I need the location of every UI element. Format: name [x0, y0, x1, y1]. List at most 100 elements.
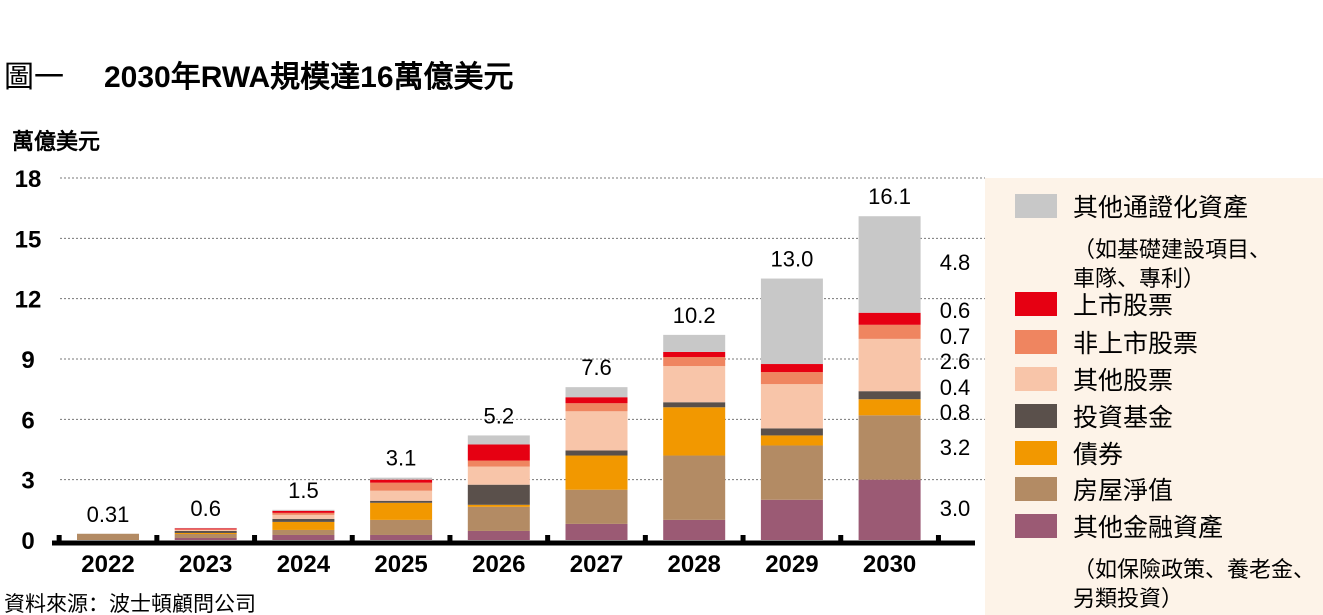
legend-item: 非上市股票	[1015, 324, 1198, 360]
x-tick-label: 2028	[668, 551, 721, 578]
legend-label: 房屋淨值	[1073, 477, 1174, 505]
legend-item: 其他金融資產	[1015, 508, 1223, 544]
bar-segment	[663, 351, 726, 357]
legend-label: 債券	[1073, 441, 1124, 469]
legend-swatch	[1015, 404, 1057, 428]
legend-item: 其他股票	[1015, 361, 1173, 397]
bar-segment	[858, 338, 921, 392]
legend-swatch	[1015, 367, 1057, 391]
bar-segment	[565, 450, 628, 456]
source-note: 資料來源：波士頓顧問公司	[4, 593, 256, 615]
total-label: 10.2	[673, 303, 716, 328]
legend-note: （如保險政策、養老金、	[1073, 557, 1316, 582]
bar-segment	[370, 519, 433, 535]
x-tick-label: 2022	[81, 551, 134, 578]
bar-segment	[467, 506, 530, 531]
total-label: 13.0	[770, 247, 813, 272]
bar-segment	[272, 534, 335, 540]
bar-segment	[663, 334, 726, 352]
legend-item: 投資基金	[1015, 398, 1173, 434]
bar-segment	[760, 384, 823, 429]
y-tick-label: 9	[21, 347, 34, 374]
bar-segment	[467, 460, 530, 467]
bar-segment	[663, 519, 726, 540]
legend-note: 車隊、專利）	[1073, 266, 1206, 291]
total-label: 1.5	[288, 478, 319, 503]
bar-segment	[77, 533, 139, 540]
x-tick-label: 2027	[570, 551, 623, 578]
bar-segment	[370, 479, 433, 483]
bar-segment	[858, 415, 921, 480]
bar-segment	[370, 534, 433, 540]
bar-segment	[663, 407, 726, 456]
total-label: 0.6	[190, 496, 221, 521]
segment-value-label: 3.0	[940, 496, 971, 521]
x-tick-label: 2030	[863, 551, 916, 578]
bar-segment	[370, 477, 433, 480]
legend-swatch	[1015, 514, 1057, 538]
legend-swatch	[1015, 194, 1057, 218]
bar-segment	[760, 445, 823, 500]
legend-swatch	[1015, 441, 1057, 465]
bar-segment	[370, 490, 433, 501]
bar-segment	[272, 521, 335, 530]
legend-label: 其他金融資產	[1073, 514, 1224, 542]
bar-segment	[467, 484, 530, 505]
bar-segment	[272, 529, 335, 535]
bar-segment	[174, 532, 237, 534]
legend-label: 其他股票	[1073, 367, 1174, 395]
x-tick-label: 2025	[374, 551, 427, 578]
bar-segment	[760, 435, 823, 446]
bar-segment	[467, 530, 530, 540]
bar-segment	[565, 489, 628, 524]
bar-segment	[663, 356, 726, 367]
title-text: 2030年RWA規模達16萬億美元	[104, 61, 514, 94]
total-label: 16.1	[868, 184, 911, 209]
total-label: 7.6	[581, 355, 612, 380]
bar-segment	[174, 530, 237, 533]
legend-swatch	[1015, 477, 1057, 501]
bar-segment	[760, 372, 823, 385]
legend-label: 非上市股票	[1073, 330, 1199, 358]
bar-segment	[858, 312, 921, 325]
y-tick-label: 18	[15, 166, 42, 193]
legend-item: 房屋淨值	[1015, 471, 1173, 507]
legend-swatch	[1015, 330, 1057, 354]
bar-segment	[370, 502, 433, 520]
total-label: 5.2	[484, 403, 515, 428]
bar-segment	[565, 523, 628, 540]
x-tick-label: 2024	[277, 551, 331, 578]
chart-title: 圖一 2030年RWA規模達16萬億美元	[4, 52, 514, 96]
legend-label: 投資基金	[1073, 404, 1174, 432]
bar-segment	[174, 537, 237, 540]
x-tick-label: 2029	[765, 551, 818, 578]
bar-segment	[858, 216, 921, 313]
segment-value-label: 0.6	[940, 298, 971, 323]
bar-segment	[760, 278, 823, 365]
legend-swatch	[1015, 292, 1057, 316]
y-tick-label: 12	[15, 287, 42, 314]
bar-segment	[760, 364, 823, 373]
bar-segment	[272, 509, 335, 511]
segment-value-label: 2.6	[940, 349, 971, 374]
segment-value-label: 4.8	[940, 250, 971, 275]
bar-segment	[467, 444, 530, 461]
bar-segment	[565, 397, 628, 404]
bar-segment	[760, 499, 823, 540]
bar-segment	[760, 428, 823, 436]
bar-segment	[467, 466, 530, 485]
bar-segment	[565, 387, 628, 398]
segment-value-label: 3.2	[940, 435, 971, 460]
segment-value-label: 0.8	[940, 400, 971, 425]
bar-segment	[565, 411, 628, 451]
y-axis-label: 萬億美元	[12, 129, 101, 154]
legend-label: 上市股票	[1073, 292, 1174, 320]
x-tick-label: 2023	[179, 551, 232, 578]
bar-segment	[565, 403, 628, 412]
y-tick-label: 15	[15, 226, 42, 253]
total-label: 3.1	[386, 446, 417, 471]
bar-segment	[663, 402, 726, 408]
total-label: 0.31	[87, 502, 130, 527]
